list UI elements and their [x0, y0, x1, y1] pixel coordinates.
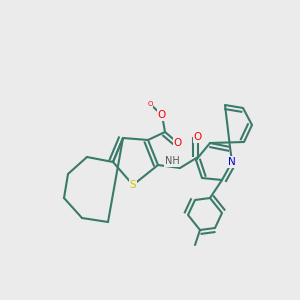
Text: O: O: [147, 101, 153, 107]
Text: O: O: [174, 138, 182, 148]
Text: S: S: [130, 180, 136, 190]
Text: O: O: [194, 132, 202, 142]
Text: N: N: [228, 157, 236, 167]
Text: NH: NH: [165, 157, 179, 166]
Text: O: O: [158, 110, 166, 120]
